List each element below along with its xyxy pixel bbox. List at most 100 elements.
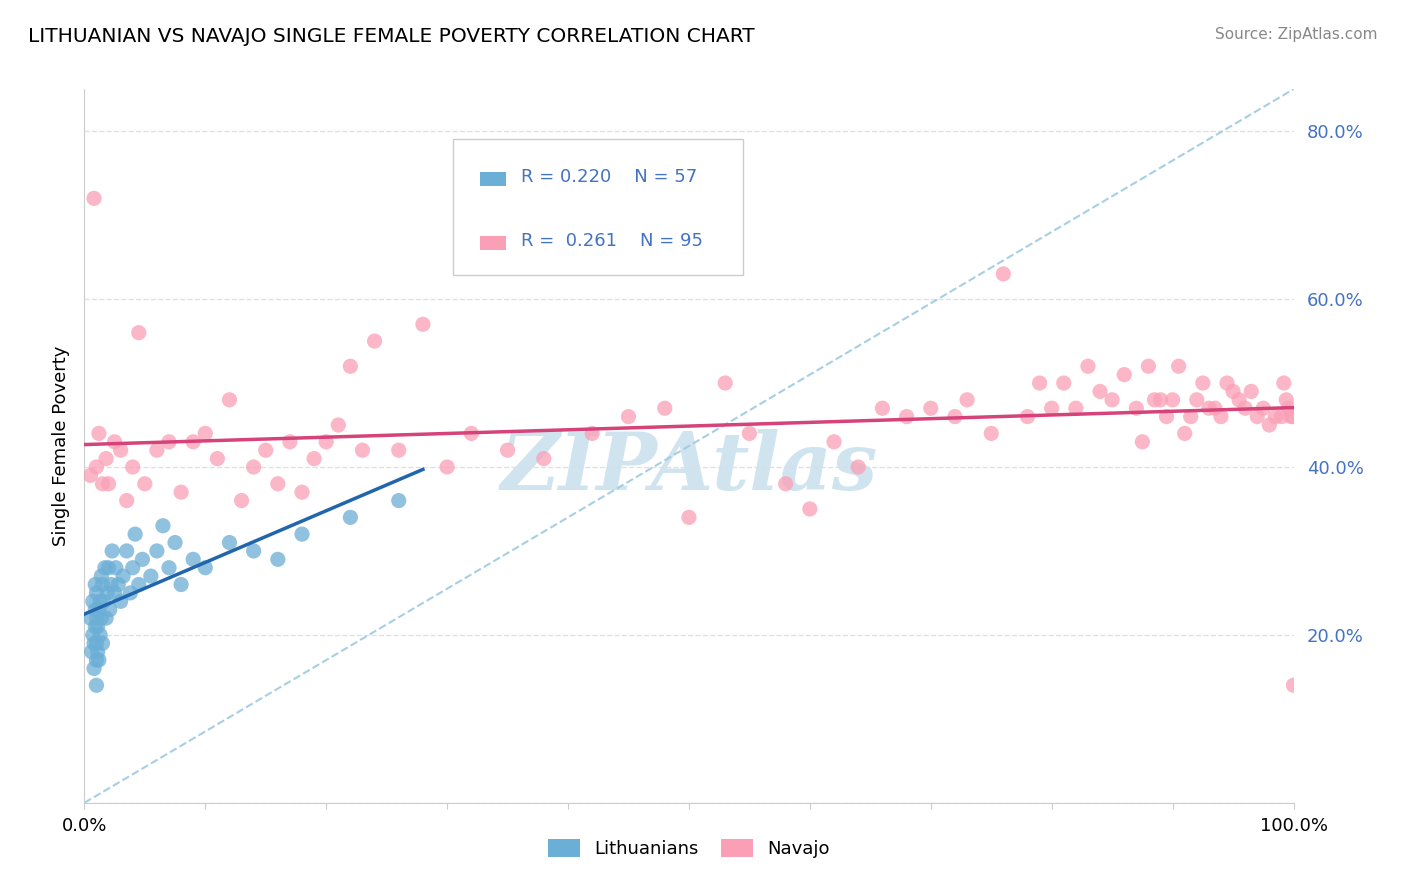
Point bbox=[412, 318, 434, 332]
Point bbox=[1088, 384, 1111, 399]
Text: R =  0.261    N = 95: R = 0.261 N = 95 bbox=[520, 232, 703, 250]
Point bbox=[1278, 401, 1301, 416]
Point bbox=[146, 443, 169, 458]
Point bbox=[89, 628, 111, 642]
Point bbox=[1017, 409, 1039, 424]
Text: Source: ZipAtlas.com: Source: ZipAtlas.com bbox=[1215, 27, 1378, 42]
Point bbox=[738, 426, 761, 441]
Point bbox=[1149, 392, 1171, 407]
Point bbox=[617, 409, 640, 424]
Point bbox=[254, 443, 277, 458]
Point bbox=[87, 653, 110, 667]
Point bbox=[170, 577, 193, 591]
Point bbox=[86, 586, 108, 600]
Point bbox=[112, 569, 135, 583]
Point bbox=[98, 603, 121, 617]
Point bbox=[157, 560, 180, 574]
Point bbox=[90, 569, 112, 583]
Point bbox=[115, 544, 138, 558]
Point bbox=[823, 434, 845, 449]
Point bbox=[460, 426, 482, 441]
Point bbox=[678, 510, 700, 524]
Point bbox=[956, 392, 979, 407]
Point bbox=[104, 586, 127, 600]
Point bbox=[86, 636, 108, 650]
Point bbox=[278, 434, 301, 449]
Point bbox=[104, 434, 127, 449]
Point bbox=[267, 552, 290, 566]
Point bbox=[920, 401, 942, 416]
Point bbox=[83, 636, 105, 650]
Text: R = 0.220    N = 57: R = 0.220 N = 57 bbox=[520, 168, 697, 186]
Point bbox=[80, 645, 103, 659]
Point bbox=[352, 443, 374, 458]
Point bbox=[339, 359, 361, 374]
Point bbox=[86, 653, 108, 667]
Point bbox=[94, 451, 117, 466]
Point bbox=[100, 577, 122, 591]
Point bbox=[107, 577, 129, 591]
Point bbox=[121, 460, 143, 475]
Point bbox=[496, 443, 519, 458]
Point bbox=[242, 460, 264, 475]
Point bbox=[181, 434, 204, 449]
Point bbox=[1192, 376, 1215, 390]
Point bbox=[110, 594, 132, 608]
Point bbox=[87, 426, 110, 441]
Point bbox=[131, 552, 153, 566]
Point bbox=[97, 476, 120, 491]
Point bbox=[128, 577, 150, 591]
Point bbox=[83, 661, 105, 675]
Point bbox=[315, 434, 337, 449]
Point bbox=[328, 417, 350, 432]
Point bbox=[302, 451, 325, 466]
Point bbox=[533, 451, 555, 466]
Point bbox=[1258, 417, 1281, 432]
Point bbox=[87, 603, 110, 617]
Point bbox=[79, 468, 101, 483]
Point bbox=[84, 619, 107, 633]
Point bbox=[86, 645, 108, 659]
Point bbox=[104, 560, 127, 574]
Point bbox=[1040, 401, 1063, 416]
Point bbox=[90, 611, 112, 625]
Point bbox=[86, 611, 108, 625]
Point bbox=[84, 577, 107, 591]
Point bbox=[1156, 409, 1178, 424]
Point bbox=[110, 443, 132, 458]
Point bbox=[94, 560, 117, 574]
Point bbox=[121, 560, 143, 574]
Point bbox=[388, 493, 411, 508]
Point bbox=[1227, 392, 1250, 407]
Point bbox=[1137, 359, 1160, 374]
Point bbox=[1204, 401, 1226, 416]
Point bbox=[128, 326, 150, 340]
Point bbox=[79, 611, 101, 625]
Point bbox=[94, 611, 117, 625]
Point bbox=[91, 577, 114, 591]
Point bbox=[943, 409, 966, 424]
Point bbox=[134, 476, 156, 491]
Point bbox=[231, 493, 253, 508]
Point bbox=[86, 460, 108, 475]
FancyBboxPatch shape bbox=[479, 172, 506, 186]
Point bbox=[84, 603, 107, 617]
Point bbox=[1028, 376, 1050, 390]
Point bbox=[1270, 409, 1292, 424]
Point bbox=[1240, 384, 1263, 399]
Point bbox=[83, 191, 105, 205]
Point bbox=[120, 586, 142, 600]
Point bbox=[1114, 368, 1136, 382]
Point bbox=[207, 451, 229, 466]
Point bbox=[97, 560, 120, 574]
Point bbox=[146, 544, 169, 558]
Point bbox=[1132, 434, 1154, 449]
Point bbox=[993, 267, 1015, 281]
Point bbox=[1101, 392, 1123, 407]
Point bbox=[218, 535, 240, 549]
Point bbox=[1174, 426, 1197, 441]
Point bbox=[363, 334, 385, 348]
Point bbox=[846, 460, 869, 475]
Legend: Lithuanians, Navajo: Lithuanians, Navajo bbox=[540, 831, 838, 865]
Point bbox=[1279, 409, 1302, 424]
